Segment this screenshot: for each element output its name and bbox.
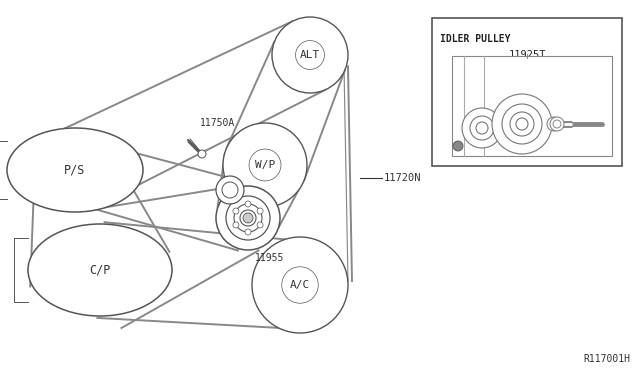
Text: IDLER PULLEY: IDLER PULLEY	[440, 34, 511, 44]
Circle shape	[462, 108, 502, 148]
Text: W/P: W/P	[255, 160, 275, 170]
Circle shape	[257, 222, 263, 228]
Circle shape	[550, 117, 564, 131]
Text: 11720N: 11720N	[384, 173, 422, 183]
Circle shape	[216, 176, 244, 204]
Text: C/P: C/P	[90, 263, 111, 276]
Circle shape	[243, 213, 253, 223]
Text: R117001H: R117001H	[583, 354, 630, 364]
Text: A/C: A/C	[290, 280, 310, 290]
Circle shape	[233, 222, 239, 228]
Circle shape	[453, 141, 463, 151]
Circle shape	[553, 120, 561, 128]
Circle shape	[223, 123, 307, 207]
Text: 11750A: 11750A	[200, 118, 236, 128]
Circle shape	[502, 104, 542, 144]
Circle shape	[234, 204, 262, 232]
Circle shape	[476, 122, 488, 134]
Ellipse shape	[7, 128, 143, 212]
Circle shape	[510, 112, 534, 136]
Text: ALT: ALT	[300, 50, 320, 60]
Circle shape	[547, 117, 561, 131]
Circle shape	[492, 94, 552, 154]
Circle shape	[252, 237, 348, 333]
Circle shape	[216, 186, 280, 250]
Text: 11955: 11955	[255, 253, 284, 263]
Circle shape	[516, 118, 528, 130]
Circle shape	[245, 201, 251, 207]
Circle shape	[198, 150, 206, 158]
Circle shape	[257, 208, 263, 214]
Circle shape	[245, 229, 251, 235]
Circle shape	[240, 210, 256, 226]
Circle shape	[226, 196, 270, 240]
Text: P/S: P/S	[64, 164, 86, 176]
Text: 11925T: 11925T	[508, 50, 546, 60]
Circle shape	[272, 17, 348, 93]
Circle shape	[470, 116, 494, 140]
Bar	[452, 56, 612, 156]
Ellipse shape	[28, 224, 172, 316]
Circle shape	[233, 208, 239, 214]
Bar	[432, 18, 622, 166]
Circle shape	[222, 182, 238, 198]
